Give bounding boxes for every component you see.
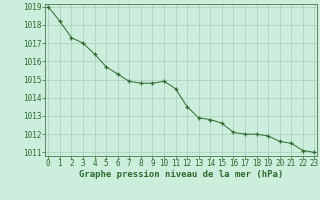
X-axis label: Graphe pression niveau de la mer (hPa): Graphe pression niveau de la mer (hPa) xyxy=(79,170,283,179)
